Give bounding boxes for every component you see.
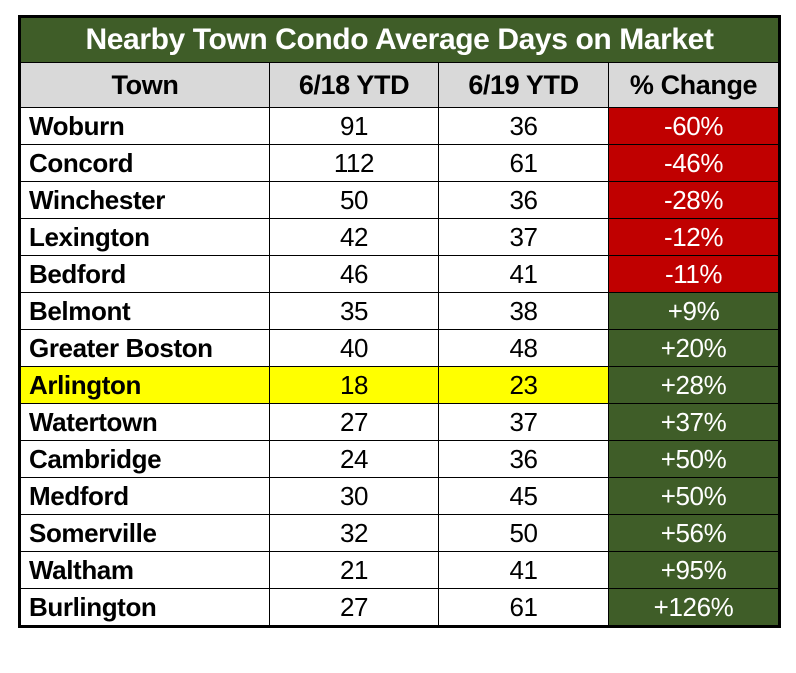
table-row: Winchester 50 36 -28% — [19, 181, 781, 219]
condo-days-table: Nearby Town Condo Average Days on Market… — [18, 15, 782, 628]
pct-change-cell: -28% — [607, 181, 781, 219]
ytd19-cell: 23 — [438, 366, 609, 404]
ytd18-cell: 24 — [269, 440, 439, 478]
ytd19-cell: 61 — [438, 588, 609, 627]
ytd18-cell: 27 — [269, 403, 439, 441]
column-header-ytd19: 6/19 YTD — [438, 62, 609, 108]
ytd19-cell: 61 — [438, 144, 609, 182]
ytd18-cell: 46 — [269, 255, 439, 293]
pct-change-cell: -12% — [607, 218, 781, 256]
ytd19-cell: 48 — [438, 329, 609, 367]
ytd19-cell: 38 — [438, 292, 609, 330]
pct-change-cell: +37% — [607, 403, 781, 441]
ytd18-cell: 18 — [269, 366, 439, 404]
ytd18-cell: 91 — [269, 107, 439, 145]
table-row: Somerville 32 50 +56% — [19, 514, 781, 552]
table-row: Burlington 27 61 +126% — [19, 588, 781, 627]
table-row: Bedford 46 41 -11% — [19, 255, 781, 293]
town-cell: Bedford — [19, 255, 270, 293]
town-cell: Woburn — [19, 107, 270, 145]
ytd19-cell: 41 — [438, 255, 609, 293]
ytd18-cell: 21 — [269, 551, 439, 589]
pct-change-cell: -46% — [607, 144, 781, 182]
table-row: Waltham 21 41 +95% — [19, 551, 781, 589]
table-row: Watertown 27 37 +37% — [19, 403, 781, 441]
table-body: Woburn 91 36 -60% Concord 112 61 -46% Wi… — [19, 107, 781, 627]
ytd18-cell: 42 — [269, 218, 439, 256]
town-cell: Concord — [19, 144, 270, 182]
ytd19-cell: 41 — [438, 551, 609, 589]
town-cell: Lexington — [19, 218, 270, 256]
ytd18-cell: 112 — [269, 144, 439, 182]
ytd18-cell: 30 — [269, 477, 439, 515]
pct-change-cell: -60% — [607, 107, 781, 145]
ytd19-cell: 45 — [438, 477, 609, 515]
table-title: Nearby Town Condo Average Days on Market — [18, 16, 781, 63]
column-header-ytd18: 6/18 YTD — [269, 62, 439, 108]
pct-change-cell: +50% — [607, 440, 781, 478]
ytd18-cell: 32 — [269, 514, 439, 552]
town-cell: Watertown — [19, 403, 270, 441]
town-cell: Burlington — [19, 588, 270, 627]
town-cell: Cambridge — [19, 440, 270, 478]
ytd18-cell: 50 — [269, 181, 439, 219]
column-header-town: Town — [19, 62, 270, 108]
town-cell: Waltham — [19, 551, 270, 589]
ytd19-cell: 36 — [438, 107, 609, 145]
table-row: Medford 30 45 +50% — [19, 477, 781, 515]
table-row: Cambridge 24 36 +50% — [19, 440, 781, 478]
title-row: Nearby Town Condo Average Days on Market — [18, 16, 781, 63]
town-cell: Greater Boston — [19, 329, 270, 367]
town-cell: Winchester — [19, 181, 270, 219]
pct-change-cell: -11% — [607, 255, 781, 293]
pct-change-cell: +126% — [607, 588, 781, 627]
town-cell: Belmont — [19, 292, 270, 330]
table-row: Arlington 18 23 +28% — [19, 366, 781, 404]
pct-change-cell: +9% — [607, 292, 781, 330]
pct-change-cell: +95% — [607, 551, 781, 589]
pct-change-cell: +28% — [607, 366, 781, 404]
ytd19-cell: 36 — [438, 181, 609, 219]
pct-change-cell: +20% — [607, 329, 781, 367]
ytd19-cell: 50 — [438, 514, 609, 552]
town-cell: Medford — [19, 477, 270, 515]
table-row: Greater Boston 40 48 +20% — [19, 329, 781, 367]
pct-change-cell: +50% — [607, 477, 781, 515]
table-row: Belmont 35 38 +9% — [19, 292, 781, 330]
table-row: Lexington 42 37 -12% — [19, 218, 781, 256]
ytd18-cell: 40 — [269, 329, 439, 367]
ytd18-cell: 27 — [269, 588, 439, 627]
ytd19-cell: 37 — [438, 403, 609, 441]
table-row: Woburn 91 36 -60% — [19, 107, 781, 145]
ytd18-cell: 35 — [269, 292, 439, 330]
header-row: Town 6/18 YTD 6/19 YTD % Change — [19, 62, 781, 108]
ytd19-cell: 37 — [438, 218, 609, 256]
pct-change-cell: +56% — [607, 514, 781, 552]
ytd19-cell: 36 — [438, 440, 609, 478]
condo-days-table-wrapper: Nearby Town Condo Average Days on Market… — [18, 15, 782, 628]
column-header-change: % Change — [607, 62, 781, 108]
town-cell: Arlington — [19, 366, 270, 404]
town-cell: Somerville — [19, 514, 270, 552]
table-row: Concord 112 61 -46% — [19, 144, 781, 182]
